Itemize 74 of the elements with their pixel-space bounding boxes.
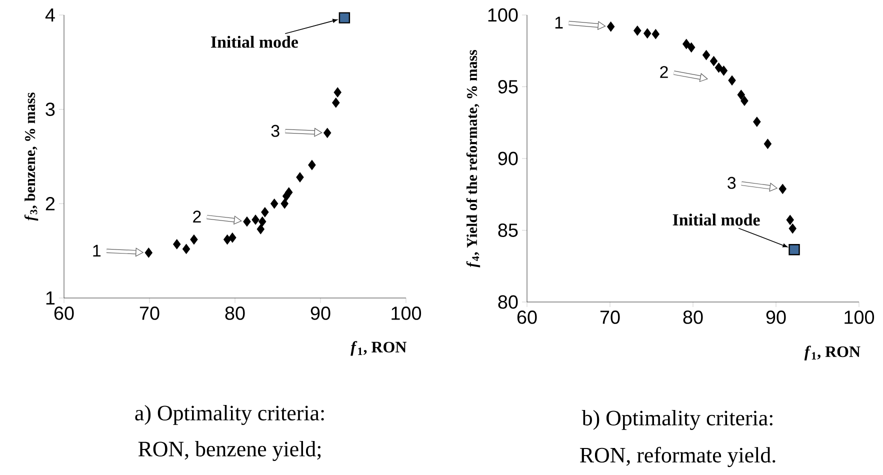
annotation: 2 (660, 66, 668, 78)
annotation: Initial mode (672, 214, 760, 226)
x-tick-label: 100 (844, 310, 874, 324)
point (252, 214, 260, 225)
point (740, 96, 748, 106)
y-tick-label: 95 (498, 80, 518, 94)
annotation: 3 (728, 176, 736, 189)
annotation: 1 (555, 16, 563, 28)
y-tick-label: 90 (498, 152, 518, 166)
point (243, 216, 251, 226)
y-tick-label: 85 (498, 224, 518, 237)
x-tick-label: 90 (766, 310, 786, 324)
annotation: 3 (271, 124, 280, 137)
point (702, 50, 710, 60)
point (256, 224, 264, 234)
point (688, 42, 696, 52)
point (324, 128, 332, 138)
y-tick-label: 3 (46, 102, 55, 116)
text: a) Optimality criteria: (135, 405, 324, 425)
x-tick-label: 70 (140, 306, 160, 320)
x-axis-title: f$_{1}$, RON (350, 341, 406, 356)
point (778, 184, 786, 194)
point (144, 248, 152, 258)
y-tick-label: 80 (498, 295, 518, 309)
x-tick-label: 100 (392, 306, 422, 320)
text: b) Optimality criteria: (582, 410, 772, 430)
y-tick-label: 4 (45, 8, 55, 22)
text: RON, benzene yield; (138, 441, 321, 461)
y-axis-title: f$_{3}$, benzene, % mass (24, 92, 38, 221)
point (296, 172, 304, 182)
annotation: 2 (193, 210, 201, 223)
point (753, 116, 761, 127)
x-tick-label: 80 (225, 306, 245, 320)
x-tick-label: 80 (683, 310, 703, 324)
point (788, 224, 796, 234)
x-axis-title: f$_{1}$, RON (804, 346, 860, 360)
point (634, 26, 642, 36)
x-tick-label: 60 (54, 306, 74, 320)
text: RON, reformate yield. (580, 446, 776, 468)
point (308, 160, 316, 170)
point (258, 216, 266, 226)
point (173, 239, 181, 250)
point (644, 28, 652, 38)
point (788, 244, 800, 256)
point (714, 62, 722, 72)
point (338, 12, 350, 24)
point (728, 76, 736, 86)
y-tick-label: 2 (46, 197, 55, 210)
point (190, 234, 198, 244)
annotation: 1 (93, 244, 101, 257)
point (710, 56, 718, 66)
y-tick-label: 100 (488, 8, 518, 22)
point (764, 139, 772, 149)
y-axis-title: f$_{4}$, Yield of the reformate, % mass (466, 50, 480, 268)
x-tick-label: 60 (517, 310, 537, 324)
point (228, 232, 236, 242)
annotation: Initial mode (211, 36, 298, 48)
point (334, 88, 342, 98)
point (652, 29, 660, 39)
point (607, 22, 615, 32)
x-tick-label: 90 (310, 306, 330, 320)
point (261, 207, 269, 217)
point (720, 66, 728, 76)
point (332, 98, 340, 108)
point (786, 215, 794, 225)
point (224, 234, 232, 244)
y-tick-label: 1 (46, 292, 55, 305)
x-tick-label: 70 (600, 310, 620, 324)
point (285, 188, 293, 198)
point (682, 39, 690, 49)
point (270, 198, 278, 208)
point (182, 244, 190, 254)
point (280, 198, 288, 208)
point (737, 90, 745, 100)
